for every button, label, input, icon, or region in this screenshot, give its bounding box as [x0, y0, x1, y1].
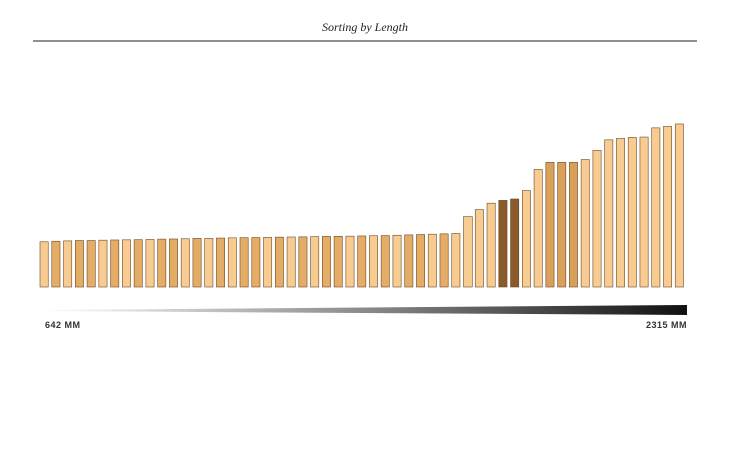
chart-title: Sorting by Length	[322, 20, 408, 34]
wood-piece	[145, 239, 155, 288]
wood-piece	[580, 159, 590, 288]
legend-tick-label: 2315 MM	[646, 320, 687, 330]
wood-piece	[63, 240, 73, 288]
wood-piece	[392, 234, 402, 288]
wood-piece	[604, 139, 614, 288]
length-gradient	[40, 305, 687, 315]
wood-piece	[498, 200, 508, 288]
wood-piece	[416, 234, 425, 288]
wood-piece	[380, 235, 390, 288]
wood-piece	[169, 238, 178, 288]
wood-piece	[510, 198, 520, 288]
wood-piece	[627, 137, 637, 288]
wood-piece	[404, 234, 414, 288]
wood-piece	[592, 150, 602, 288]
wood-piece	[122, 239, 131, 288]
wood-piece	[639, 136, 649, 288]
wood-piece	[98, 239, 108, 288]
wood-piece	[651, 127, 661, 288]
wood-piece	[533, 169, 543, 288]
wood-piece	[663, 126, 673, 288]
wood-piece	[674, 123, 684, 288]
wood-piece	[545, 162, 555, 288]
wood-piece	[474, 209, 484, 288]
wood-piece	[239, 237, 249, 288]
wood-piece	[310, 236, 320, 288]
wood-piece	[463, 216, 473, 288]
wood-piece	[274, 236, 284, 288]
wood-piece	[439, 233, 449, 288]
wood-piece	[298, 236, 308, 288]
wood-piece	[557, 162, 567, 288]
wood-piece	[616, 138, 625, 288]
wood-piece	[345, 235, 355, 288]
wood-piece	[133, 239, 143, 288]
wood-piece	[333, 236, 343, 288]
wood-piece	[204, 238, 214, 288]
wood-piece	[427, 233, 437, 288]
wood-piece	[357, 235, 367, 288]
wood-piece	[569, 162, 578, 288]
wood-piece	[216, 237, 225, 288]
wood-piece	[110, 239, 120, 288]
wood-piece	[74, 240, 84, 288]
wood-piece	[192, 238, 202, 288]
wood-piece	[322, 236, 331, 288]
wood-piece	[180, 238, 190, 288]
wood-piece	[286, 236, 296, 288]
wood-piece	[522, 190, 531, 288]
wood-piece	[157, 238, 167, 288]
legend-tick-label: 642 MM	[45, 320, 81, 330]
wood-piece	[86, 240, 96, 288]
wood-piece	[451, 233, 461, 288]
wood-piece	[486, 202, 496, 288]
wood-piece	[51, 240, 61, 288]
wood-piece	[369, 235, 378, 288]
wood-piece	[263, 237, 273, 288]
wood-piece	[251, 237, 261, 288]
wood-piece	[39, 241, 49, 288]
wood-piece	[227, 237, 237, 288]
